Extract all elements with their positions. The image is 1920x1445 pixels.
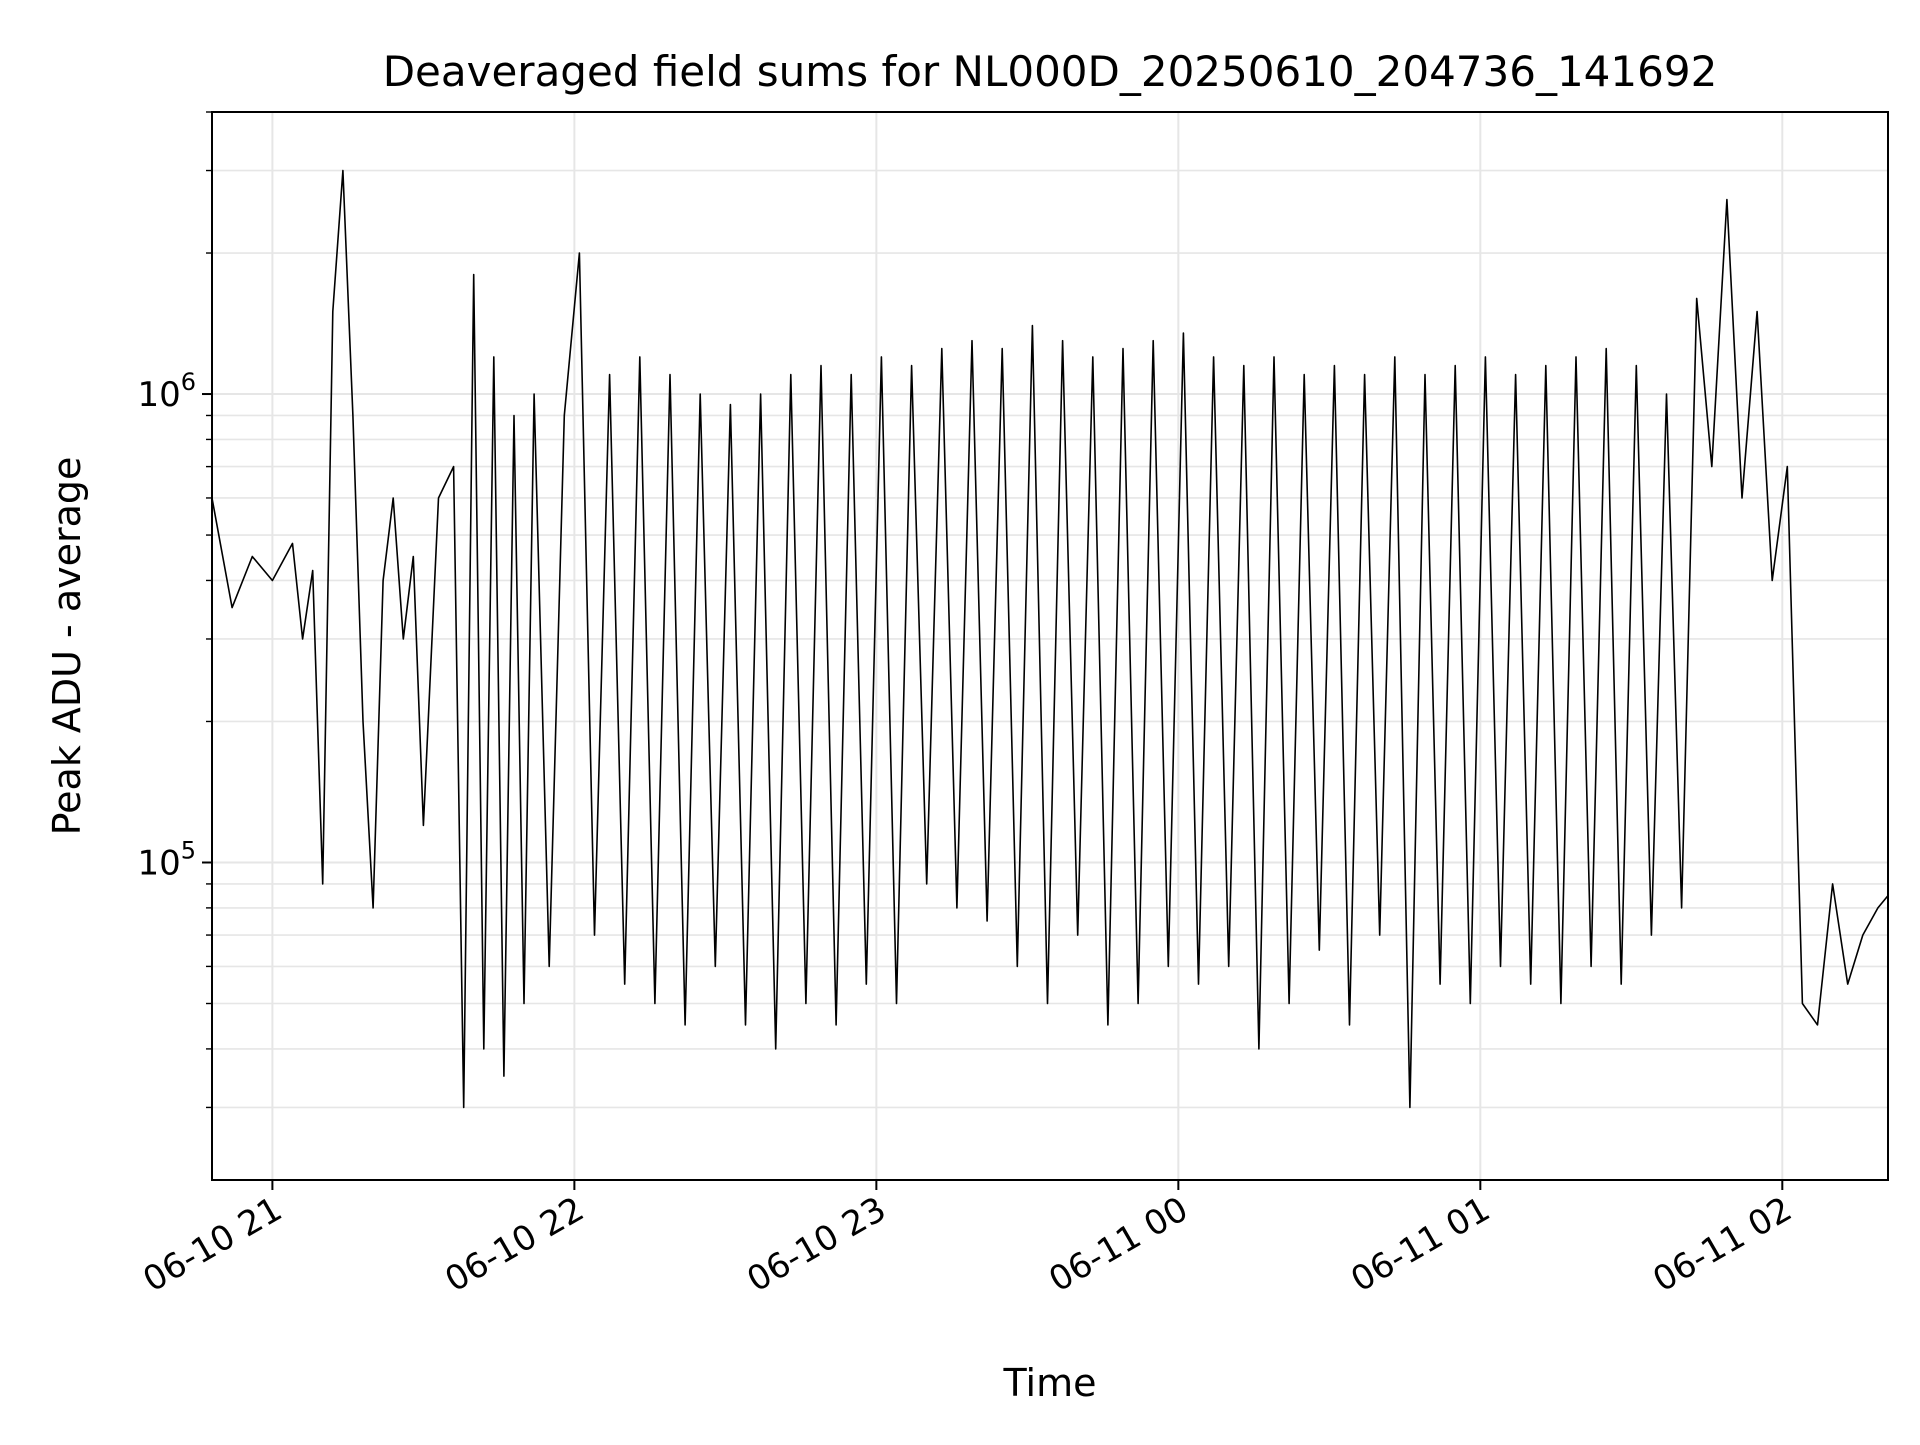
x-tick-label: 06-10 23 <box>740 1189 892 1300</box>
y-tick-label: 106 <box>137 368 196 415</box>
y-tick-exponent: 5 <box>181 836 196 864</box>
y-tick-exponent: 6 <box>181 368 196 396</box>
x-tick-label: 06-11 01 <box>1344 1189 1496 1300</box>
y-axis-label: Peak ADU - average <box>45 457 89 836</box>
x-tick-label: 06-10 22 <box>438 1189 590 1300</box>
x-tick-label: 06-10 21 <box>137 1189 289 1300</box>
x-tick-label: 06-11 00 <box>1042 1189 1194 1300</box>
x-axis-label: Time <box>1003 1361 1097 1405</box>
series-layer <box>212 169 1888 1109</box>
y-tick-label: 105 <box>137 836 196 883</box>
y-tick-base: 10 <box>137 375 180 415</box>
plot-background <box>212 112 1888 1180</box>
series-line <box>212 169 1888 1109</box>
plot-frame <box>211 111 1889 1181</box>
y-tick-base: 10 <box>137 843 180 883</box>
x-tick-label: 06-11 02 <box>1646 1189 1798 1300</box>
chart-title: Deaveraged field sums for NL000D_2025061… <box>383 47 1718 96</box>
